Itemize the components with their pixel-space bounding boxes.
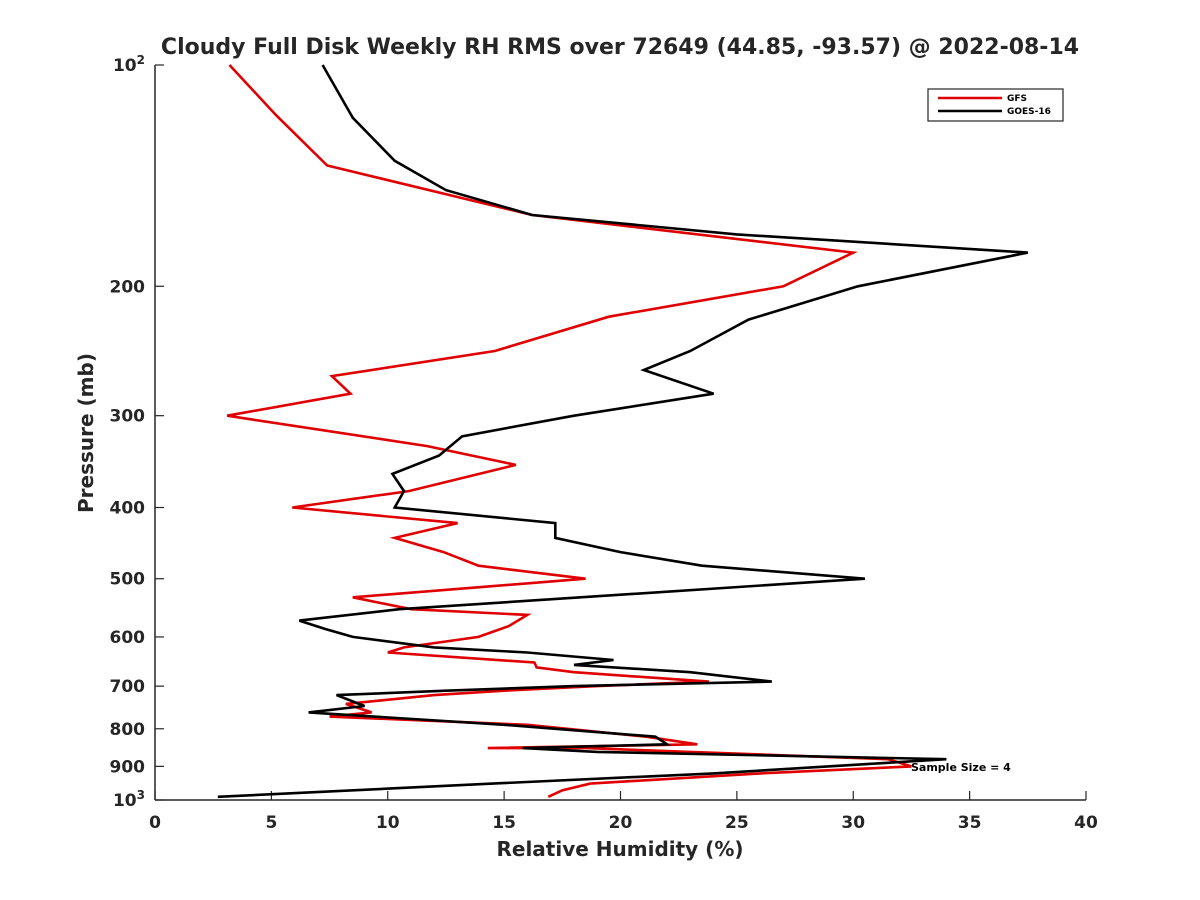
x-tick-label: 5 (265, 813, 277, 833)
x-tick-label: 40 (1074, 813, 1098, 833)
x-tick-label: 10 (376, 813, 400, 833)
legend-box (927, 88, 1064, 122)
plot-axes (154, 65, 1086, 801)
x-tick-label: 20 (609, 813, 633, 833)
x-ticks: 0 5 10 15 20 25 30 35 40 (149, 791, 1098, 833)
y-tick-label: 400 (110, 499, 146, 519)
y-tick-label: 500 (110, 570, 146, 590)
y-tick-label: 900 (110, 757, 146, 777)
y-tick-label: 300 (110, 407, 146, 427)
y-tick-label: 200 (110, 277, 146, 297)
y-tick-label: 102 (113, 53, 145, 76)
chart-title: Cloudy Full Disk Weekly RH RMS over 7264… (161, 35, 1079, 60)
sample-size-annotation: Sample Size = 4 (911, 761, 1011, 774)
x-tick-label: 0 (149, 813, 161, 833)
x-axis-label: Relative Humidity (%) (496, 837, 743, 861)
y-tick-label: 700 (110, 677, 146, 697)
series-line-goes16 (217, 64, 1029, 799)
y-axis-label: Pressure (mb) (74, 353, 98, 513)
x-tick-label: 25 (725, 813, 749, 833)
series-layer (217, 64, 1029, 799)
y-tick-label: 800 (110, 720, 146, 740)
y-ticks: 102 200 300 400 500 600 700 800 900 103 (110, 53, 164, 811)
x-tick-label: 35 (958, 813, 982, 833)
legend-label-gfs: GFS (1007, 94, 1027, 104)
x-tick-label: 15 (492, 813, 516, 833)
legend-label-goes16: GOES-16 (1007, 107, 1051, 117)
legend: GFS GOES-16 (927, 88, 1064, 122)
x-tick-label: 30 (841, 813, 865, 833)
y-tick-label: 600 (110, 628, 146, 648)
y-tick-label: 103 (113, 788, 145, 811)
